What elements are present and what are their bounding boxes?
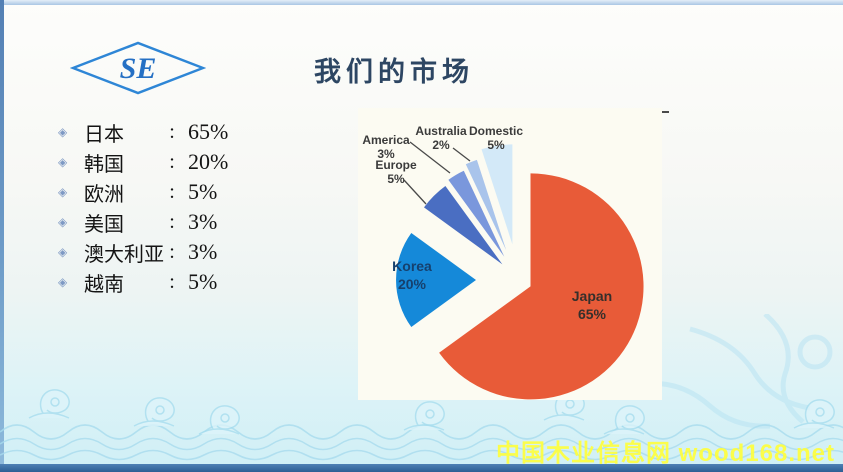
diamond-bullet-icon: ◈	[58, 125, 68, 139]
company-logo: SE	[69, 40, 207, 96]
market-value: 5%	[188, 179, 218, 204]
slice-label-pct: 65%	[577, 305, 607, 322]
top-border-line	[0, 0, 843, 5]
list-item: ◈ 欧洲 : 5%	[58, 177, 228, 207]
pie-chart	[396, 141, 644, 400]
colon-separator: :	[169, 270, 175, 293]
market-label: 澳大利亚	[84, 243, 164, 266]
list-item: ◈ 韩国 : 20%	[58, 147, 228, 177]
colon-separator: :	[169, 120, 175, 143]
market-label: 韩国	[84, 153, 124, 176]
slice-label-korea: Korea 20%	[380, 258, 444, 293]
america-slice	[448, 170, 505, 257]
diamond-bullet-icon: ◈	[58, 155, 68, 169]
logo-text: SE	[120, 52, 157, 85]
list-item: ◈ 越南 : 5%	[58, 267, 228, 297]
market-label: 越南	[84, 273, 124, 296]
market-value: 5%	[188, 269, 218, 294]
logo-diamond-icon	[69, 41, 207, 95]
europe-slice	[424, 186, 503, 265]
diamond-bullet-icon: ◈	[58, 245, 68, 259]
market-value: 20%	[188, 149, 229, 174]
japan-slice	[439, 173, 644, 400]
callout-pct: 3%	[377, 147, 395, 162]
colon-separator: :	[169, 150, 175, 173]
callout-leader-line	[409, 141, 451, 174]
bottom-border-bar	[0, 464, 843, 472]
watermark: 中国木业信息网 wood168.net	[495, 440, 835, 467]
stray-mark	[662, 111, 669, 113]
callout-pct: 2%	[432, 138, 450, 153]
callout-pct: 5%	[487, 138, 505, 153]
list-item: ◈ 美国 : 3%	[58, 207, 228, 237]
colon-separator: :	[169, 180, 175, 203]
callout-domestic: Domestic 5%	[464, 124, 528, 153]
callout-name: Australia	[415, 124, 467, 138]
colon-separator: :	[169, 210, 175, 233]
diamond-bullet-icon: ◈	[58, 215, 68, 229]
market-share-list: ◈ 日本 : 65% ◈ 韩国 : 20% ◈ 欧洲 : 5% ◈ 美国 : 3…	[58, 117, 228, 297]
market-value: 65%	[188, 119, 229, 144]
market-value: 3%	[188, 239, 218, 264]
left-border-strip	[0, 0, 4, 472]
slice-label-pct: 20%	[397, 275, 427, 292]
market-value: 3%	[188, 209, 218, 234]
slice-label-japan: Japan 65%	[560, 288, 624, 323]
slice-label-name: Korea	[392, 258, 432, 274]
diamond-bullet-icon: ◈	[58, 185, 68, 199]
dragon-swirl-decoration	[639, 314, 833, 429]
callout-name: Domestic	[468, 124, 524, 138]
korea-slice	[396, 233, 476, 327]
market-label: 日本	[84, 123, 124, 146]
pie-chart-panel: America 3% Australia 2% Domestic 5% Euro…	[358, 108, 662, 400]
list-item: ◈ 日本 : 65%	[58, 117, 228, 147]
callout-america: America 3%	[358, 133, 414, 162]
callout-name: America	[362, 133, 410, 147]
market-label: 欧洲	[84, 183, 124, 206]
callout-leader-line	[452, 147, 471, 162]
slice-label-name: Japan	[571, 288, 613, 304]
slide-title: 我们的市场	[314, 57, 474, 87]
callout-europe: Europe 5%	[368, 158, 424, 187]
callout-pct: 5%	[387, 172, 405, 187]
list-item: ◈ 澳大利亚 : 3%	[58, 237, 228, 267]
diamond-bullet-icon: ◈	[58, 275, 68, 289]
callout-leader-line	[403, 179, 427, 205]
callout-australia: Australia 2%	[410, 124, 472, 153]
colon-separator: :	[169, 240, 175, 263]
domestic-slice	[481, 144, 513, 245]
market-label: 美国	[84, 213, 124, 236]
australia-slice	[465, 159, 507, 251]
callout-name: Europe	[375, 158, 417, 172]
